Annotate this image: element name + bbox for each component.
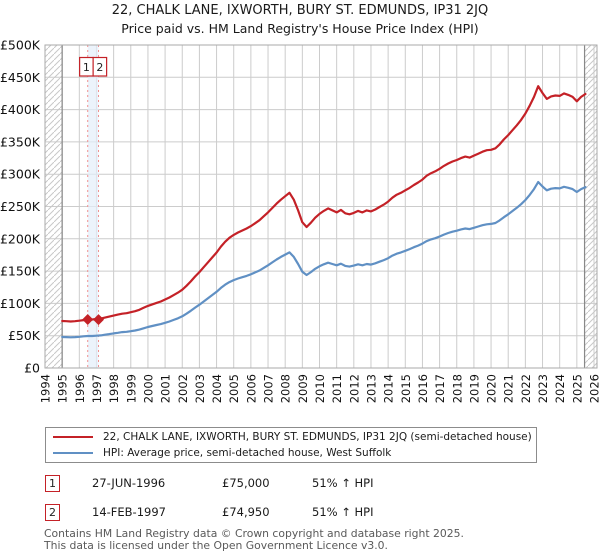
y-tick-label: £200K [0, 231, 41, 246]
transaction-hpi-change: 51% ↑ HPI [312, 505, 374, 519]
sale-marker-diamond [93, 314, 105, 326]
x-tick-label: 2001 [159, 374, 173, 403]
transaction-price: £74,950 [222, 505, 270, 519]
x-tick-label: 2022 [519, 374, 533, 403]
legend-label: HPI: Average price, semi-detached house,… [103, 447, 392, 459]
chart-legend: 22, CHALK LANE, IXWORTH, BURY ST. EDMUND… [45, 427, 537, 463]
x-tick-label: 2026 [588, 374, 600, 403]
y-tick-label: £150K [0, 264, 41, 279]
y-tick-label: £350K [0, 134, 41, 149]
x-tick-label: 2025 [570, 374, 584, 403]
transaction-row: 1 27-JUN-1996 £75,000 51% ↑ HPI [0, 475, 600, 493]
x-tick-label: 2021 [502, 374, 516, 403]
y-tick-label: £300K [0, 167, 41, 182]
x-tick-label: 2003 [193, 374, 207, 403]
footer-line: Contains HM Land Registry data © Crown c… [44, 527, 464, 540]
y-tick-label: £50K [8, 328, 41, 343]
x-tick-label: 1995 [56, 374, 70, 403]
x-tick-label: 2019 [467, 374, 481, 403]
x-tick-label: 2011 [330, 374, 344, 403]
sale-period-band [87, 45, 99, 368]
no-data-hatch-left [45, 45, 63, 368]
sale-number-label: 2 [96, 61, 103, 74]
x-tick-label: 2023 [536, 374, 550, 403]
x-tick-label: 2013 [364, 374, 378, 403]
plot-border [44, 44, 598, 369]
x-tick-label: 2014 [382, 374, 396, 403]
price-chart: £0 £50K £100K £150K £200K £250K £300K £350K £400… [0, 38, 600, 404]
transaction-hpi-change: 51% ↑ HPI [312, 476, 374, 490]
footer-line: This data is licensed under the Open Gov… [44, 539, 388, 552]
x-tick-label: 2024 [553, 374, 567, 403]
chart-subtitle: Price paid vs. HM Land Registry's House … [121, 21, 479, 36]
x-tick-label: 2007 [262, 374, 276, 403]
x-tick-label: 2009 [296, 374, 310, 403]
y-tick-label: £0 [24, 361, 40, 376]
y-tick-label: £250K [0, 199, 41, 214]
x-tick-label: 2002 [176, 374, 190, 403]
transaction-row: 2 14-FEB-1997 £74,950 51% ↑ HPI [0, 504, 600, 522]
transaction-price: £75,000 [222, 476, 270, 490]
y-tick-label: £400K [0, 102, 41, 117]
sale-marker-diamond [82, 314, 94, 326]
hpi-line-swatch [53, 452, 93, 454]
x-tick-label: 2000 [141, 374, 155, 403]
sale-number-label: 1 [83, 61, 90, 74]
x-tick-label: 2005 [227, 374, 241, 403]
x-tick-label: 1996 [73, 374, 87, 403]
x-tick-label: 2016 [416, 374, 430, 403]
legend-label: 22, CHALK LANE, IXWORTH, BURY ST. EDMUND… [103, 431, 532, 443]
x-tick-label: 2012 [347, 374, 361, 403]
transaction-marker: 1 [45, 475, 60, 492]
x-tick-label: 2010 [313, 374, 327, 403]
x-tick-label: 1994 [39, 374, 53, 403]
legend-item-hpi: HPI: Average price, semi-detached house,… [46, 446, 536, 460]
x-tick-label: 2008 [279, 374, 293, 403]
x-tick-label: 2018 [450, 374, 464, 403]
x-tick-label: 2020 [485, 374, 499, 403]
x-tick-label: 1997 [90, 374, 104, 403]
no-data-hatch-right [584, 45, 597, 368]
license-footer: Contains HM Land Registry data © Crown c… [44, 528, 464, 552]
x-tick-label: 2006 [244, 374, 258, 403]
x-tick-label: 2015 [399, 374, 413, 403]
price-paid-line-swatch [53, 436, 93, 438]
transaction-marker: 2 [45, 504, 60, 521]
price-paid-line [61, 85, 587, 323]
legend-item-price-paid: 22, CHALK LANE, IXWORTH, BURY ST. EDMUND… [46, 430, 536, 444]
sale-number-box [92, 56, 108, 77]
x-tick-label: 1999 [124, 374, 138, 403]
transaction-date: 14-FEB-1997 [92, 505, 166, 519]
x-tick-label: 2017 [433, 374, 447, 403]
x-tick-label: 1998 [107, 374, 121, 403]
chart-title: 22, CHALK LANE, IXWORTH, BURY ST. EDMUND… [111, 3, 489, 18]
y-tick-label: £100K [0, 296, 41, 311]
x-tick-label: 2004 [210, 374, 224, 403]
hpi-line [61, 180, 587, 339]
y-tick-label: £500K [0, 38, 41, 53]
transaction-date: 27-JUN-1996 [92, 476, 166, 490]
y-tick-label: £450K [0, 70, 41, 85]
